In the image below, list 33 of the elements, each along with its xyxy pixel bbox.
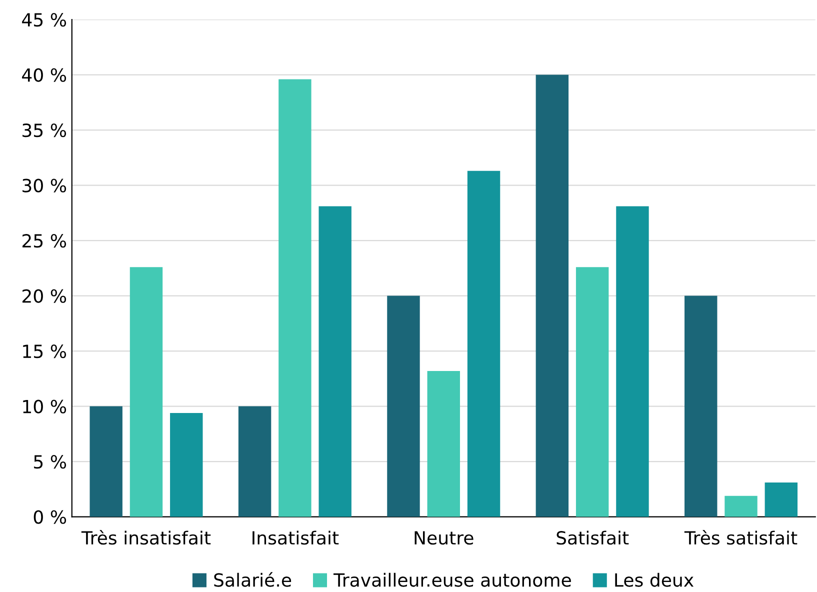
y-tick-label: 5 % <box>34 455 66 469</box>
x-tick-label: Insatisfait <box>252 530 339 545</box>
bar <box>427 370 460 517</box>
bar <box>467 170 500 517</box>
y-tick-label: 10 % <box>23 400 66 414</box>
y-tick-label: 40 % <box>22 68 66 82</box>
bar <box>576 267 609 517</box>
bar <box>536 74 569 517</box>
bar <box>616 206 649 517</box>
y-tick-label: 15 % <box>23 344 66 358</box>
x-tick-label: Satisfait <box>556 530 629 545</box>
y-tick-label: 20 % <box>22 289 66 303</box>
y-tick-label: 45 % <box>22 12 66 27</box>
bar <box>238 406 272 517</box>
legend-label: Salarié.e <box>214 572 292 587</box>
bar <box>764 482 798 517</box>
y-tick-label: 0 % <box>34 510 66 524</box>
x-tick-label: Neutre <box>414 531 474 545</box>
bar <box>724 496 758 517</box>
x-tick-label: Très insatisfait <box>81 530 211 545</box>
bar <box>318 206 352 517</box>
bar <box>130 267 163 517</box>
bar <box>90 406 122 517</box>
y-tick-label: 30 % <box>22 178 66 192</box>
bar <box>684 296 718 517</box>
bar <box>387 296 420 517</box>
y-tick-label: 35 % <box>22 124 66 138</box>
bar <box>170 412 203 517</box>
legend-label: Les deux <box>615 572 694 587</box>
legend-label: Travailleur.euse autonome <box>333 572 571 587</box>
x-tick-label: Très satisfait <box>684 530 798 545</box>
bar <box>278 79 312 517</box>
y-tick-label: 25 % <box>22 234 66 248</box>
